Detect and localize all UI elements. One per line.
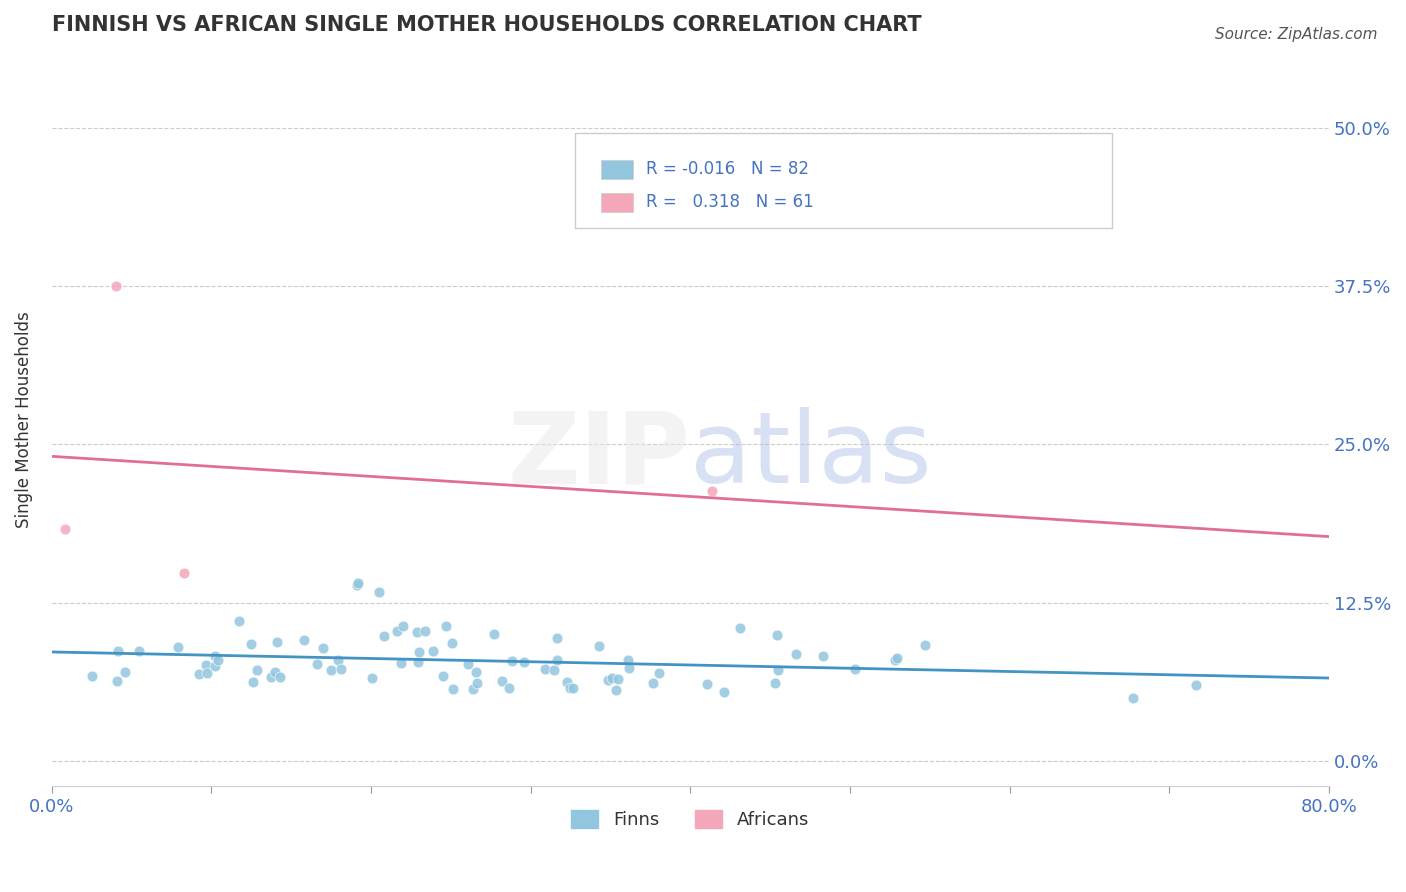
- Finns: [561, 681, 583, 696]
- Finns: [713, 685, 735, 699]
- Finns: [114, 665, 136, 679]
- Finns: [546, 632, 568, 646]
- Finns: [269, 670, 291, 684]
- Finns: [408, 645, 430, 659]
- Finns: [1184, 678, 1206, 692]
- Finns: [768, 664, 790, 678]
- Finns: [260, 669, 283, 683]
- Finns: [292, 633, 315, 648]
- Finns: [763, 676, 786, 690]
- Finns: [346, 578, 368, 592]
- Finns: [82, 669, 104, 683]
- Text: atlas: atlas: [690, 408, 932, 504]
- Finns: [391, 619, 413, 633]
- Finns: [555, 675, 578, 690]
- Finns: [194, 658, 217, 673]
- Finns: [844, 662, 866, 676]
- Finns: [785, 648, 807, 662]
- Finns: [886, 651, 908, 665]
- FancyBboxPatch shape: [575, 133, 1112, 228]
- Finns: [606, 672, 628, 686]
- Finns: [914, 638, 936, 652]
- Finns: [598, 673, 620, 688]
- Finns: [501, 654, 523, 668]
- Y-axis label: Single Mother Households: Single Mother Households: [15, 310, 32, 527]
- Finns: [195, 665, 218, 680]
- Finns: [641, 676, 664, 690]
- Finns: [107, 674, 129, 689]
- Finns: [464, 665, 486, 679]
- Finns: [242, 675, 264, 690]
- Finns: [188, 667, 211, 681]
- Finns: [491, 674, 513, 689]
- Finns: [389, 657, 412, 671]
- Finns: [347, 575, 370, 590]
- Finns: [441, 681, 464, 696]
- Finns: [648, 665, 671, 680]
- Finns: [326, 653, 349, 667]
- Finns: [239, 636, 262, 650]
- Africans: [104, 279, 127, 293]
- Finns: [558, 681, 581, 695]
- Finns: [107, 644, 129, 658]
- Finns: [434, 619, 457, 633]
- Finns: [616, 653, 638, 667]
- Finns: [204, 649, 226, 664]
- Finns: [373, 628, 395, 642]
- Text: Source: ZipAtlas.com: Source: ZipAtlas.com: [1215, 27, 1378, 42]
- Finns: [413, 624, 436, 639]
- Finns: [305, 657, 328, 671]
- Finns: [264, 665, 287, 680]
- Finns: [588, 640, 610, 654]
- Finns: [813, 648, 835, 663]
- Finns: [457, 657, 479, 671]
- Finns: [385, 624, 408, 639]
- Text: R =   0.318   N = 61: R = 0.318 N = 61: [645, 194, 813, 211]
- Africans: [53, 522, 76, 536]
- Finns: [884, 653, 907, 667]
- Text: FINNISH VS AFRICAN SINGLE MOTHER HOUSEHOLDS CORRELATION CHART: FINNISH VS AFRICAN SINGLE MOTHER HOUSEHO…: [52, 15, 921, 35]
- Finns: [605, 682, 627, 697]
- Africans: [173, 566, 195, 581]
- Finns: [367, 585, 389, 599]
- Finns: [246, 663, 269, 677]
- Finns: [600, 671, 623, 685]
- Finns: [1122, 691, 1144, 706]
- FancyBboxPatch shape: [600, 161, 633, 178]
- Finns: [463, 681, 485, 696]
- Finns: [167, 640, 190, 654]
- Finns: [422, 643, 444, 657]
- Finns: [128, 644, 150, 658]
- Finns: [547, 653, 569, 667]
- Legend: Finns, Africans: Finns, Africans: [564, 803, 817, 836]
- Finns: [465, 676, 488, 690]
- Finns: [406, 655, 429, 669]
- Finns: [617, 660, 640, 674]
- Finns: [312, 641, 335, 656]
- Finns: [482, 627, 505, 641]
- Finns: [204, 659, 226, 673]
- Finns: [360, 671, 382, 685]
- Finns: [266, 634, 288, 648]
- Finns: [543, 663, 565, 677]
- Finns: [513, 655, 536, 669]
- Text: R = -0.016   N = 82: R = -0.016 N = 82: [645, 161, 808, 178]
- Finns: [696, 677, 718, 691]
- Text: ZIP: ZIP: [508, 408, 690, 504]
- Finns: [321, 664, 343, 678]
- Finns: [207, 653, 229, 667]
- Finns: [765, 628, 787, 642]
- Finns: [728, 621, 751, 635]
- Finns: [406, 625, 429, 640]
- Africans: [700, 484, 723, 499]
- Finns: [228, 615, 250, 629]
- Finns: [533, 662, 555, 676]
- Finns: [432, 669, 454, 683]
- Finns: [330, 662, 353, 676]
- FancyBboxPatch shape: [600, 194, 633, 211]
- Finns: [441, 636, 464, 650]
- Finns: [498, 681, 520, 695]
